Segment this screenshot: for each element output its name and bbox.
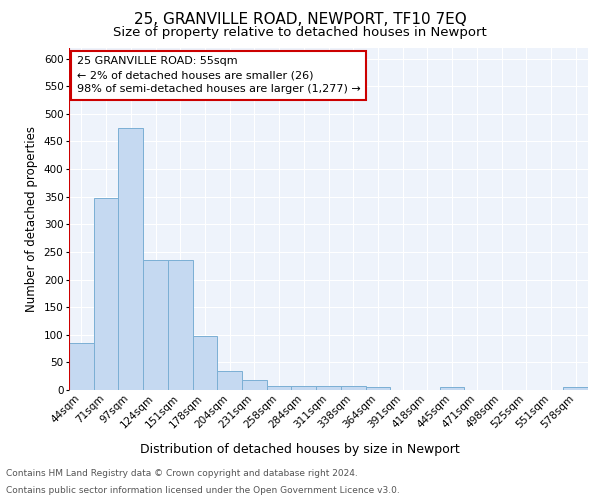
Text: Size of property relative to detached houses in Newport: Size of property relative to detached ho… [113,26,487,39]
Bar [168,260,193,390]
Bar [217,370,242,390]
Bar [267,386,292,390]
Bar [341,386,365,390]
Bar [94,198,118,390]
Text: Contains HM Land Registry data © Crown copyright and database right 2024.: Contains HM Land Registry data © Crown c… [6,468,358,477]
Text: 25 GRANVILLE ROAD: 55sqm
← 2% of detached houses are smaller (26)
98% of semi-de: 25 GRANVILLE ROAD: 55sqm ← 2% of detache… [77,56,361,94]
Bar [69,343,94,390]
Bar [440,387,464,390]
Bar [316,386,341,390]
Text: 25, GRANVILLE ROAD, NEWPORT, TF10 7EQ: 25, GRANVILLE ROAD, NEWPORT, TF10 7EQ [134,12,466,28]
Bar [563,387,588,390]
Bar [143,260,168,390]
Text: Distribution of detached houses by size in Newport: Distribution of detached houses by size … [140,442,460,456]
Bar [242,380,267,390]
Bar [365,387,390,390]
Bar [292,386,316,390]
Bar [118,128,143,390]
Text: Contains public sector information licensed under the Open Government Licence v3: Contains public sector information licen… [6,486,400,495]
Bar [193,336,217,390]
Y-axis label: Number of detached properties: Number of detached properties [25,126,38,312]
